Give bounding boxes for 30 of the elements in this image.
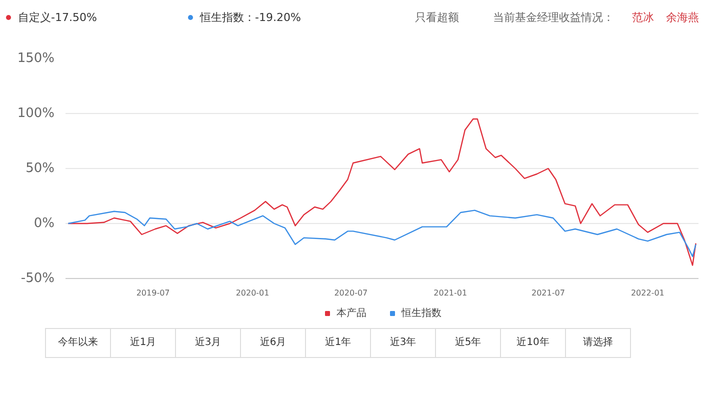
text: 近3年 bbox=[370, 328, 436, 358]
text: 当前基金经理收益情况： bbox=[493, 10, 614, 26]
text: 近1年 bbox=[305, 328, 371, 358]
text: 今年以来 bbox=[45, 328, 111, 358]
x-tick-label: 2020-01 bbox=[236, 288, 270, 298]
x-tick-label: 2022-01 bbox=[630, 288, 664, 298]
y-tick-label: 50% bbox=[26, 161, 55, 176]
y-tick-label: -50% bbox=[20, 271, 55, 286]
y-tick-label: 0% bbox=[34, 216, 54, 231]
y-tick-label: 150% bbox=[17, 51, 55, 66]
text: 近1月 bbox=[110, 328, 176, 358]
line-series bbox=[68, 210, 696, 258]
text: 近6月 bbox=[240, 328, 306, 358]
legend-label: 恒生指数 bbox=[402, 306, 442, 320]
text: 近3月 bbox=[175, 328, 241, 358]
legend-label: 本产品 bbox=[336, 306, 366, 320]
x-tick-label: 2021-01 bbox=[434, 288, 468, 298]
y-tick-label: 100% bbox=[17, 106, 55, 121]
text: 余海燕 bbox=[666, 10, 699, 26]
text: 请选择 bbox=[565, 328, 631, 358]
text: 近10年 bbox=[500, 328, 566, 358]
text: 只看超额 bbox=[415, 10, 459, 26]
text: 自定义-17.50% bbox=[17, 10, 97, 26]
x-tick-label: 2021-07 bbox=[532, 288, 565, 298]
text: 恒生指数：-19.20% bbox=[198, 10, 301, 26]
text: 近5年 bbox=[435, 328, 501, 358]
x-tick-label: 2019-07 bbox=[136, 288, 170, 298]
text: 范冰 bbox=[632, 10, 654, 26]
x-tick-label: 2020-07 bbox=[334, 288, 368, 298]
line-series bbox=[68, 118, 696, 266]
